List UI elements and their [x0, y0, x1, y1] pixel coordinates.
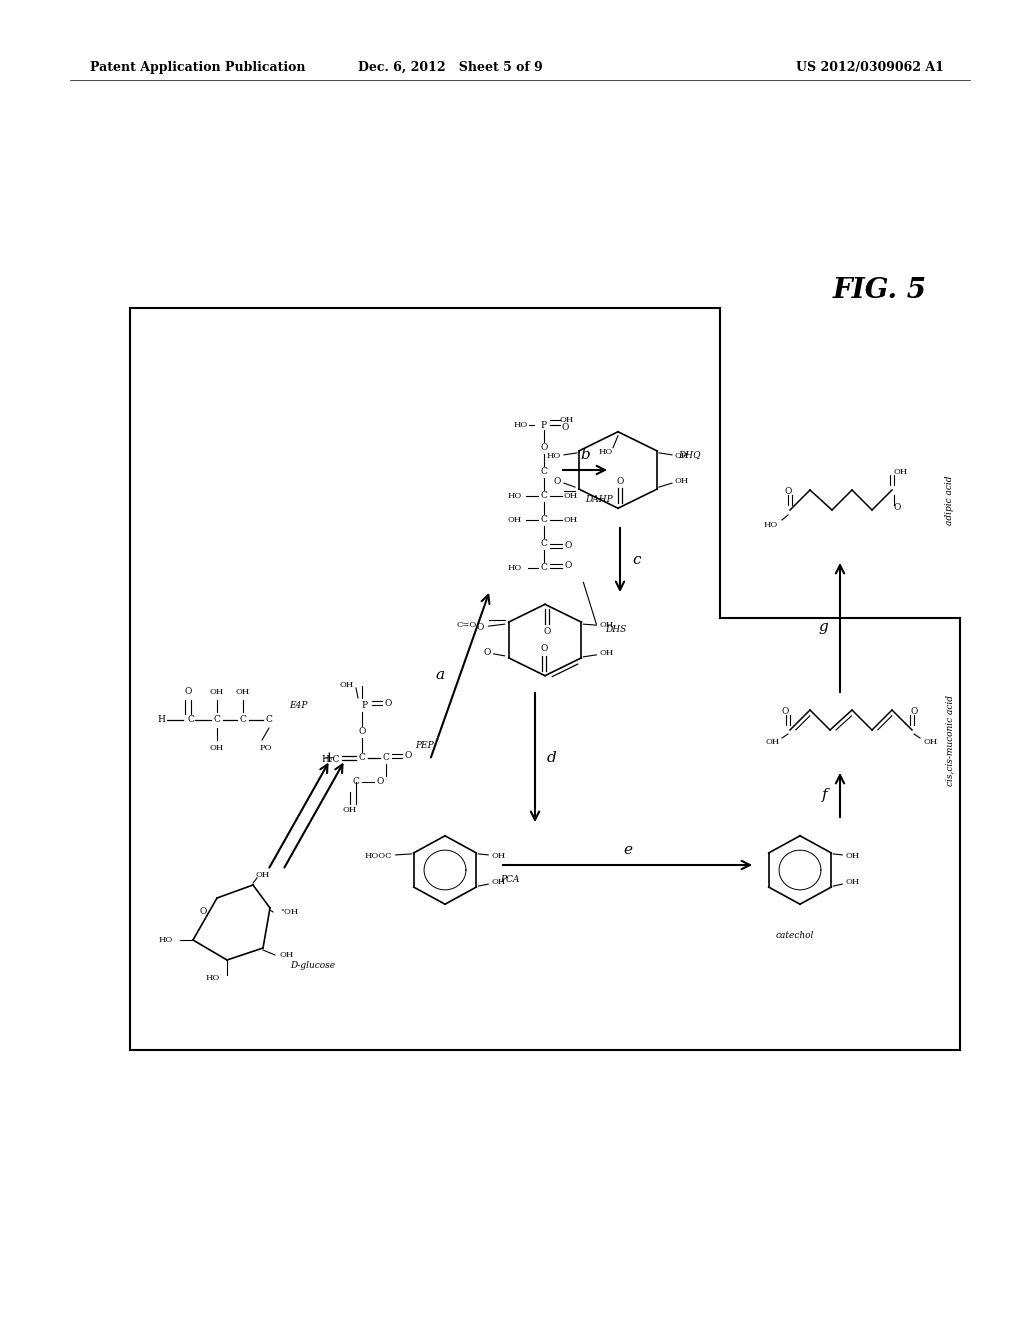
- Text: d: d: [547, 751, 557, 764]
- Text: US 2012/0309062 A1: US 2012/0309062 A1: [796, 61, 944, 74]
- Text: Dec. 6, 2012   Sheet 5 of 9: Dec. 6, 2012 Sheet 5 of 9: [357, 61, 543, 74]
- Text: OH: OH: [255, 871, 269, 879]
- Text: O: O: [483, 648, 490, 657]
- Text: HO: HO: [206, 974, 220, 982]
- Text: b: b: [581, 447, 590, 462]
- Text: O: O: [616, 477, 624, 486]
- Text: C: C: [352, 777, 359, 787]
- Text: OH: OH: [508, 516, 522, 524]
- Text: HO: HO: [547, 451, 561, 459]
- Text: "OH: "OH: [280, 908, 298, 916]
- Text: f: f: [822, 788, 828, 803]
- Text: OH: OH: [924, 738, 938, 746]
- Text: OH: OH: [340, 681, 354, 689]
- Text: OH: OH: [766, 738, 780, 746]
- Text: H: H: [157, 715, 165, 725]
- Text: O: O: [384, 698, 392, 708]
- Text: OH: OH: [492, 878, 506, 886]
- Text: C: C: [358, 754, 366, 763]
- Text: OH: OH: [894, 469, 908, 477]
- Text: O: O: [561, 424, 568, 433]
- Text: OH: OH: [210, 744, 224, 752]
- Text: OH: OH: [675, 451, 689, 459]
- Text: O: O: [541, 444, 548, 453]
- Text: e: e: [623, 843, 632, 857]
- Text: adipic acid: adipic acid: [945, 475, 954, 525]
- Text: C: C: [541, 491, 548, 500]
- Text: DAHP: DAHP: [585, 495, 612, 504]
- Text: OH: OH: [492, 851, 506, 859]
- Text: O: O: [200, 908, 207, 916]
- Text: OH: OH: [560, 416, 574, 424]
- Text: OH: OH: [280, 950, 294, 960]
- Text: PCA: PCA: [500, 875, 519, 884]
- Text: +: +: [323, 751, 335, 766]
- Text: O: O: [358, 727, 366, 737]
- Text: HO: HO: [599, 447, 613, 455]
- Text: C: C: [240, 715, 247, 725]
- Text: C: C: [541, 540, 548, 549]
- Text: HO: HO: [514, 421, 528, 429]
- Text: cis,cis-muconic acid: cis,cis-muconic acid: [945, 694, 954, 785]
- Text: P: P: [541, 421, 547, 429]
- Text: O: O: [544, 627, 551, 636]
- Text: OH: OH: [599, 622, 613, 630]
- Text: C: C: [265, 715, 272, 725]
- Text: HOOC: HOOC: [365, 851, 392, 859]
- Text: E4P: E4P: [289, 701, 307, 710]
- Text: OH: OH: [675, 477, 689, 486]
- Text: C: C: [187, 715, 195, 725]
- Text: HO: HO: [508, 564, 522, 572]
- Text: O: O: [541, 644, 548, 653]
- Text: O: O: [894, 503, 901, 512]
- Text: PEP: PEP: [415, 741, 433, 750]
- Text: O: O: [564, 561, 571, 570]
- Text: OH: OH: [236, 688, 250, 696]
- Text: O: O: [476, 623, 483, 632]
- Text: P: P: [361, 701, 368, 710]
- Text: DHS: DHS: [605, 626, 627, 635]
- Text: OH: OH: [343, 807, 357, 814]
- Text: OH: OH: [599, 649, 613, 657]
- Text: O: O: [784, 487, 792, 496]
- Text: O: O: [564, 541, 571, 550]
- Text: OH: OH: [845, 851, 859, 859]
- Text: H₂C: H₂C: [322, 755, 340, 764]
- Text: c: c: [632, 553, 640, 568]
- Text: g: g: [818, 620, 828, 635]
- Text: HO: HO: [508, 492, 522, 500]
- Text: O: O: [781, 708, 788, 717]
- Text: OH: OH: [210, 688, 224, 696]
- Text: C: C: [214, 715, 220, 725]
- Text: D-glucose: D-glucose: [290, 961, 335, 969]
- Text: O: O: [404, 751, 412, 760]
- Text: HO: HO: [159, 936, 173, 944]
- Text: C: C: [383, 754, 389, 763]
- Text: FIG. 5: FIG. 5: [833, 276, 927, 304]
- Text: C=O: C=O: [457, 622, 476, 630]
- Text: O: O: [184, 688, 191, 697]
- Text: O: O: [376, 777, 384, 787]
- Text: OH: OH: [564, 516, 579, 524]
- Text: Patent Application Publication: Patent Application Publication: [90, 61, 305, 74]
- Text: catechol: catechol: [776, 931, 814, 940]
- Text: C: C: [541, 516, 548, 524]
- Text: OH: OH: [564, 492, 579, 500]
- Text: OH: OH: [845, 878, 859, 886]
- Text: a: a: [436, 668, 445, 682]
- Text: O: O: [554, 477, 561, 486]
- Text: C: C: [541, 564, 548, 573]
- Text: HO: HO: [764, 521, 778, 529]
- Text: PO: PO: [260, 744, 272, 752]
- Text: O: O: [910, 708, 918, 717]
- Text: C: C: [541, 467, 548, 477]
- Text: DHQ: DHQ: [678, 450, 700, 459]
